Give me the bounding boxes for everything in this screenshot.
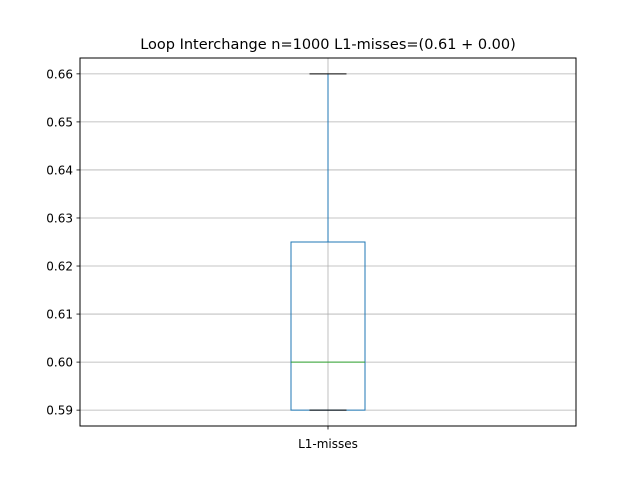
y-tick-label: 0.60 — [46, 356, 73, 370]
x-tick-label: L1-misses — [298, 437, 358, 451]
box-layer — [290, 73, 366, 411]
y-tick-label: 0.63 — [46, 211, 73, 225]
y-tick-label: 0.64 — [46, 163, 73, 177]
y-tick-label: 0.62 — [46, 260, 73, 274]
y-axis: 0.59 0.60 0.61 0.62 0.63 0.64 0.65 0.66 — [46, 67, 80, 418]
y-tick-label: 0.66 — [46, 67, 73, 81]
y-tick-label: 0.59 — [46, 404, 73, 418]
y-tick-label: 0.61 — [46, 308, 73, 322]
y-tick-label: 0.65 — [46, 115, 73, 129]
chart-title: Loop Interchange n=1000 L1-misses=(0.61 … — [140, 37, 516, 53]
x-axis: L1-misses — [298, 426, 358, 451]
